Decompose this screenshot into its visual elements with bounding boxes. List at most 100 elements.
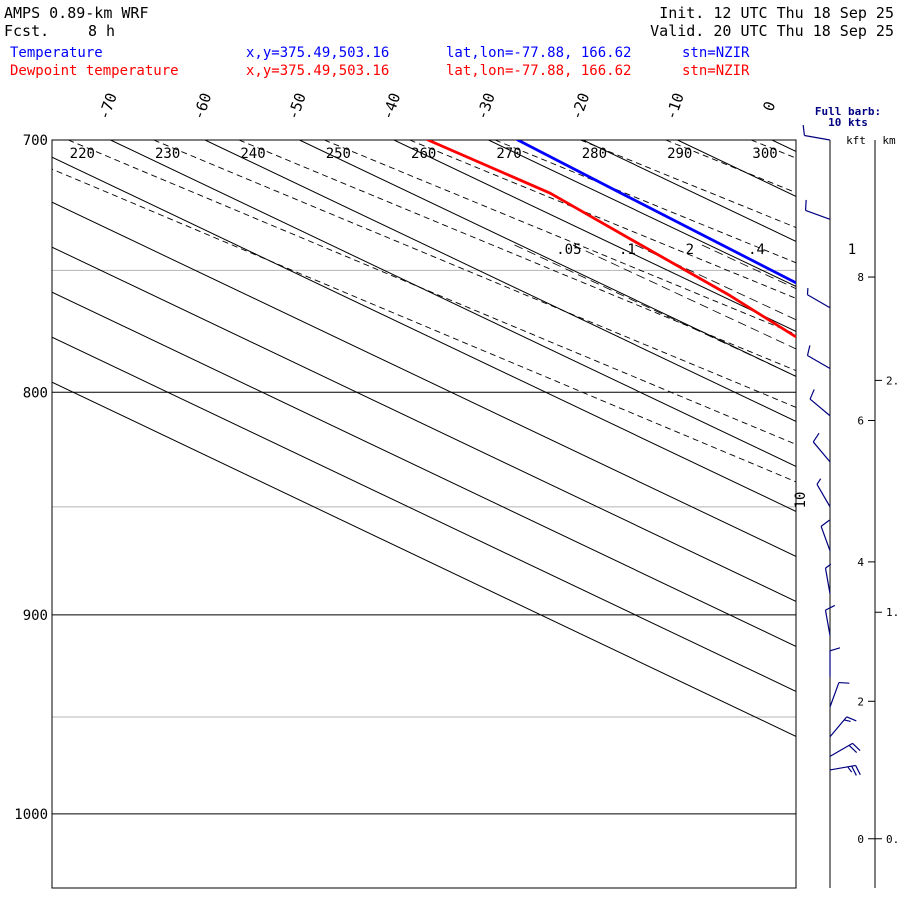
wind-barb-staff-12 <box>829 716 848 738</box>
dry-adiabat-label-290: 290 <box>667 146 692 162</box>
minor-pressure-lines <box>52 269 796 718</box>
pressure-label-1000: 1000 <box>14 807 48 823</box>
wind-barb-1 <box>804 199 831 220</box>
isotherm--110 <box>52 291 796 647</box>
wind-barb-12 <box>829 716 857 738</box>
mixing-ratio-label-0: .05 <box>556 242 581 258</box>
series-line-1 <box>426 140 796 339</box>
mixing-ratio-line-5 <box>876 245 900 888</box>
wind-barb-flag-10-0 <box>829 647 841 652</box>
kft-tick-label-2: 2 <box>857 695 864 708</box>
dry-adiabat-220 <box>68 140 796 445</box>
isotherm--10 <box>677 140 796 197</box>
dry-adiabat-300 <box>750 140 796 159</box>
isotherm-label--30: -30 <box>473 90 499 122</box>
isotherm-label--20: -20 <box>567 90 593 122</box>
wind-barb-staff-4 <box>809 398 831 417</box>
legend-dewpoint-name: Dewpoint temperature <box>10 63 179 79</box>
dry-adiabat-310 <box>836 140 900 888</box>
wind-barb-staff-6 <box>816 484 831 508</box>
wind-barb-flag-5-0 <box>812 432 820 443</box>
pressure-gridlines <box>52 139 796 815</box>
dry-adiabat-230 <box>153 140 796 408</box>
wind-barbs <box>802 125 861 776</box>
mixing-ratio-label-1: .1 <box>619 242 636 258</box>
isotherm--130 <box>52 381 796 737</box>
legend-dewpoint-xy: x,y=375.49,503.16 <box>246 63 390 79</box>
mixing-ratio-line-4 <box>797 245 900 888</box>
wind-barb-staff-3 <box>807 355 831 370</box>
wind-barb-6 <box>816 478 831 508</box>
dry-adiabat-label-300: 300 <box>752 146 777 162</box>
wind-barb-staff-0 <box>804 134 831 141</box>
forecast-hour: 8 h <box>88 22 116 40</box>
pressure-label-700: 700 <box>23 133 48 149</box>
wind-barb-7 <box>820 519 831 551</box>
model-title: AMPS 0.89-km WRF <box>4 4 149 22</box>
wind-barb-staff-8 <box>824 568 831 594</box>
isotherm--50 <box>299 140 796 377</box>
wind-barb-14 <box>829 764 861 776</box>
dry-adiabat-290 <box>665 140 796 194</box>
wind-barb-flag-13-0 <box>852 742 861 751</box>
wind-barb-staff-5 <box>812 441 831 463</box>
wind-barb-flag-14-0 <box>855 765 861 776</box>
wind-barb-flag-1-0 <box>804 199 807 211</box>
isotherm-0 <box>771 140 796 152</box>
isotherm-label--70: -70 <box>95 90 121 122</box>
km-axis-label: km <box>882 134 896 147</box>
legend-temperature-station: stn=NZIR <box>682 45 750 61</box>
km-tick-label-0: 0. <box>886 833 899 846</box>
wind-barb-5 <box>812 432 831 463</box>
dry-adiabat-label-270: 270 <box>496 146 521 162</box>
kft-tick-label-6: 6 <box>857 414 864 427</box>
wind-barb-9 <box>824 604 836 636</box>
mixing-ratio-label-4: 1 <box>848 242 856 258</box>
isotherm--100 <box>52 246 796 602</box>
dry-adiabat-label-220: 220 <box>70 146 95 162</box>
valid-time: Valid. 20 UTC Thu 18 Sep 25 <box>650 22 894 40</box>
wind-barb-8 <box>824 563 832 594</box>
isotherm--30 <box>488 140 796 287</box>
dry-adiabat-label-260: 260 <box>411 146 436 162</box>
wind-barb-flag-7-0 <box>820 519 830 527</box>
wind-barb-staff-11 <box>829 682 840 708</box>
dry-adiabat-240 <box>238 140 796 372</box>
mixing-ratio-line-1 <box>572 244 796 350</box>
forecast-label: Fcst. <box>4 22 50 40</box>
isotherm-label--10: -10 <box>662 90 688 122</box>
pressure-label-800: 800 <box>23 385 48 401</box>
sounding-profiles <box>426 140 796 339</box>
wind-barb-flag-13-1 <box>848 744 858 753</box>
kft-axis-label: kft <box>846 134 866 147</box>
wind-barb-staff-2 <box>807 294 831 309</box>
wind-barb-4 <box>809 389 831 417</box>
mixing-ratio-lines <box>514 244 900 888</box>
isotherm-label-0: 0 <box>759 99 779 114</box>
wind-barb-flag-14-1 <box>851 765 857 776</box>
mixing-ratio-line-3 <box>701 244 796 290</box>
wind-barb-staff-13 <box>829 742 853 757</box>
mixing-ratio-line-0 <box>514 244 796 377</box>
wind-barb-flag-3-0 <box>806 345 811 356</box>
wind-barb-staff-14 <box>829 764 856 771</box>
dry-adiabat-lines <box>52 140 900 888</box>
dry-adiabat-210 <box>52 168 796 483</box>
isotherm-label--60: -60 <box>189 90 215 122</box>
legend-dewpoint-latlon: lat,lon=-77.88, 166.62 <box>446 63 632 79</box>
dry-adiabat-label-250: 250 <box>326 146 351 162</box>
km-tick-label-2: 2. <box>886 374 899 387</box>
dry-adiabat-label-240: 240 <box>240 146 265 162</box>
isotherm--60 <box>204 140 796 422</box>
wind-barb-flag-8-0 <box>825 563 832 569</box>
series-line-0 <box>516 140 796 285</box>
isotherm--90 <box>52 201 796 557</box>
km-tick-label-1: 1. <box>886 606 899 619</box>
wind-barb-13 <box>829 742 861 757</box>
wind-barb-flag-6-0 <box>816 478 822 485</box>
wind-barb-staff-7 <box>820 526 831 551</box>
isotherm-label--50: -50 <box>284 90 310 122</box>
wind-barb-11 <box>829 681 850 708</box>
